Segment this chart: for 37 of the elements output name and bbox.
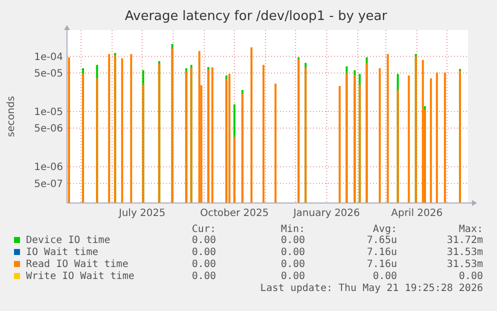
text: Max: xyxy=(458,224,483,235)
y-axis-title: seconds xyxy=(6,96,17,137)
text: 31.53m xyxy=(446,259,483,270)
text: 7.16u xyxy=(366,259,397,270)
text: Avg: xyxy=(372,224,397,235)
legend-label: IO Wait time xyxy=(26,247,98,258)
x-tick-label: April 2026 xyxy=(391,208,443,219)
text: Cur: xyxy=(192,224,216,235)
text: 0.00 xyxy=(458,271,483,282)
y-tick-label: 5e-05 xyxy=(34,68,63,80)
x-tick-label: January 2026 xyxy=(292,208,360,219)
y-tick-label: 1e-06 xyxy=(34,162,63,174)
text: 0.00 xyxy=(372,271,397,282)
legend-label: Write IO Wait time xyxy=(26,271,134,282)
text: 0.00 xyxy=(192,247,216,258)
y-tick-label: 1e-04 xyxy=(34,52,63,63)
text: 0.00 xyxy=(280,259,305,270)
text: Last update: Thu May 21 19:25:28 2026 xyxy=(260,283,483,294)
text: 0.00 xyxy=(280,271,305,282)
text: 0.00 xyxy=(192,271,216,282)
text: Min: xyxy=(280,224,305,235)
text: 7.65u xyxy=(366,235,397,246)
legend-label: Read IO Wait time xyxy=(26,259,128,270)
text: 0.00 xyxy=(280,247,305,258)
x-tick-label: July 2025 xyxy=(118,208,166,219)
y-tick-label: 1e-05 xyxy=(34,107,63,118)
text: 0.00 xyxy=(192,259,216,270)
legend-label: Device IO time xyxy=(26,235,110,246)
text: 7.16u xyxy=(366,247,397,258)
text: 0.00 xyxy=(192,235,216,246)
y-tick-label: 5e-06 xyxy=(34,124,63,135)
x-tick-label: October 2025 xyxy=(200,208,269,219)
text: 31.53m xyxy=(446,247,483,258)
text: 0.00 xyxy=(280,235,305,246)
text: 31.72m xyxy=(446,235,483,246)
chart-title: Average latency for /dev/loop1 - by year xyxy=(124,9,388,24)
y-tick-label: 5e-07 xyxy=(34,178,63,190)
